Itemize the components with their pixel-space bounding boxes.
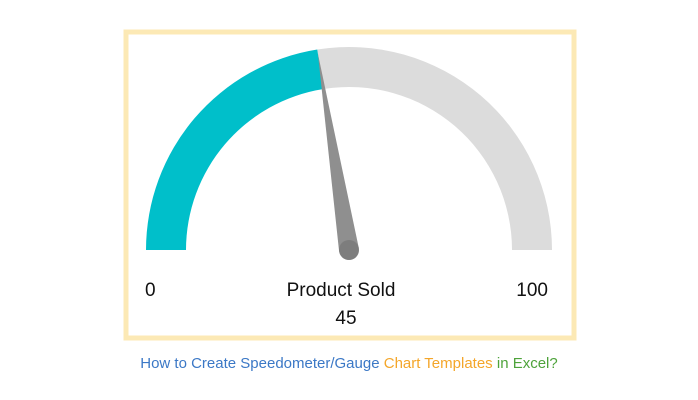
gauge-label: Product Sold	[287, 280, 396, 301]
min-label: 0	[145, 280, 156, 301]
gauge-track	[317, 46, 552, 250]
frame	[123, 29, 577, 341]
caption-part: in Excel?	[497, 355, 558, 372]
caption: How to Create Speedometer/Gauge Chart Te…	[140, 355, 557, 372]
max-label: 100	[516, 280, 548, 301]
caption-part: How to Create Speedometer/Gauge	[140, 355, 379, 372]
needle-hub	[339, 240, 359, 260]
needle	[317, 53, 359, 252]
caption-part: Chart Templates	[384, 355, 493, 372]
gauge-fill	[146, 49, 324, 250]
value-label: 45	[335, 308, 356, 329]
